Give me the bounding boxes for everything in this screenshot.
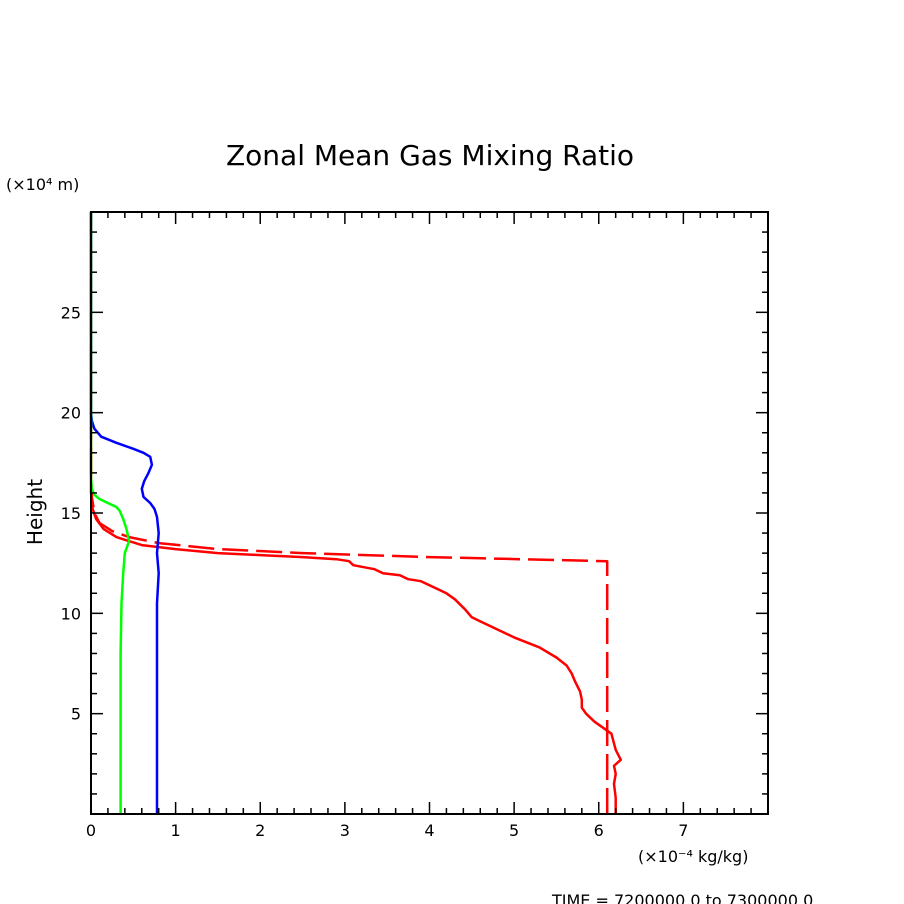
- plot-series: [89, 212, 623, 814]
- series-line-1: [89, 212, 609, 814]
- x-tick-label: 3: [340, 821, 350, 840]
- x-tick-label: 1: [171, 821, 181, 840]
- x-tick-label: 6: [594, 821, 604, 840]
- y-tick-label: 20: [61, 404, 81, 423]
- series-line-2: [89, 212, 160, 814]
- x-unit-label: (×10⁻⁴ kg/kg): [638, 847, 748, 866]
- y-unit-label: (×10⁴ m): [6, 175, 79, 194]
- x-tick-label: 4: [424, 821, 434, 840]
- y-tick-label: 5: [71, 705, 81, 724]
- y-tick-label: 15: [61, 504, 81, 523]
- plot-frame: [90, 211, 769, 815]
- x-tick-label: 0: [86, 821, 96, 840]
- axis-ticks: 0 1 2 3 4 5 6 7 5 10 15 20 25: [61, 212, 769, 840]
- x-tick-label: 2: [255, 821, 265, 840]
- y-tick-label: 10: [61, 604, 81, 623]
- chart-title: Zonal Mean Gas Mixing Ratio: [226, 139, 634, 172]
- x-tick-label: 7: [678, 821, 688, 840]
- y-axis-label: Height: [23, 479, 47, 545]
- y-tick-label: 25: [61, 303, 81, 322]
- series-line-0: [89, 212, 623, 814]
- time-footer: TIME = 7200000.0 to 7300000.0: [551, 891, 813, 904]
- x-tick-label: 5: [509, 821, 519, 840]
